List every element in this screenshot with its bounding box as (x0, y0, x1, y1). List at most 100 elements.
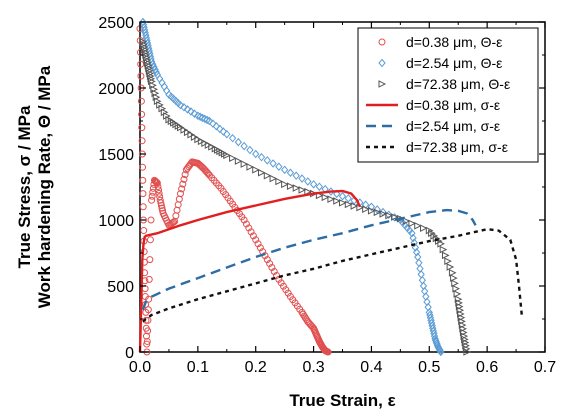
data-point (140, 227, 148, 235)
series-3-line (138, 189, 361, 353)
data-point (139, 40, 148, 49)
data-point (448, 268, 457, 277)
data-point (141, 48, 150, 57)
data-point (269, 174, 278, 183)
data-point (301, 314, 309, 322)
data-point (196, 112, 204, 122)
data-point (373, 208, 382, 217)
data-point (246, 163, 255, 171)
x-tick-label: 0.1 (187, 359, 209, 376)
data-point (172, 212, 180, 220)
data-point (338, 191, 347, 201)
data-point (228, 133, 237, 143)
data-point (292, 171, 300, 180)
x-tick-label: 0.6 (476, 359, 498, 376)
data-point (240, 160, 249, 168)
data-point (179, 180, 187, 188)
data-point (298, 174, 306, 183)
data-point (145, 295, 153, 303)
y-tick-label: 2500 (98, 15, 134, 32)
data-point (143, 337, 151, 345)
data-point (198, 163, 206, 171)
data-point (451, 279, 459, 288)
data-point (292, 184, 301, 192)
series-0-points (136, 25, 332, 356)
data-point (416, 264, 424, 273)
data-point (299, 310, 307, 318)
data-point (144, 306, 152, 314)
data-point (275, 177, 283, 186)
data-point (181, 171, 189, 179)
data-point (137, 60, 145, 68)
data-point (414, 221, 422, 230)
data-point (256, 244, 264, 252)
data-point (350, 202, 359, 210)
data-point (187, 107, 195, 116)
legend-label: d=0.38 μm, Θ-ε (406, 34, 502, 50)
data-point (146, 72, 155, 80)
series-4-line (141, 208, 477, 311)
y-axis-title-stress: True Stress, σ / MPa (15, 105, 34, 268)
data-point (201, 114, 209, 124)
data-point (154, 182, 162, 190)
data-point (300, 312, 308, 320)
data-point (258, 168, 266, 177)
data-point (321, 193, 330, 202)
data-point (149, 188, 157, 196)
y-tick-label: 1500 (98, 147, 134, 164)
data-point (257, 152, 266, 162)
legend: d=0.38 μm, Θ-ε d=2.54 μm, Θ-ε d=72.38 μm, … (357, 27, 539, 163)
data-point (146, 69, 154, 78)
data-point (183, 105, 192, 114)
data-point (145, 67, 154, 75)
data-point (254, 240, 262, 248)
data-point (216, 124, 224, 134)
series-2-points (139, 37, 472, 356)
data-point (176, 100, 185, 110)
x-axis-title: True Strain, ε (289, 391, 395, 410)
data-point (247, 228, 255, 236)
data-point (286, 182, 295, 191)
data-point (152, 67, 160, 77)
x-tick-label: 0.0 (129, 359, 151, 376)
data-point (139, 163, 147, 171)
data-point (339, 199, 347, 207)
data-point (139, 190, 147, 198)
data-point (143, 340, 151, 348)
data-point (204, 170, 212, 178)
data-point (203, 115, 211, 125)
data-point (408, 219, 417, 228)
data-point (158, 204, 166, 212)
data-point (304, 187, 312, 196)
legend-label: d=72.38 μm, σ-ε (406, 139, 508, 155)
data-point (324, 348, 332, 356)
y-tick-label: 500 (107, 279, 134, 296)
legend-label: d=2.54 μm, Θ-ε (406, 55, 502, 71)
data-point (178, 185, 186, 193)
data-point (139, 203, 147, 211)
data-point (205, 116, 214, 126)
data-point (155, 189, 163, 197)
data-point (219, 127, 227, 136)
data-point (344, 200, 353, 209)
data-point (367, 202, 376, 212)
data-point (144, 59, 152, 67)
data-point (439, 245, 448, 254)
data-point (273, 271, 281, 279)
data-point (147, 216, 155, 224)
y-tick-label: 1000 (98, 213, 134, 230)
data-point (151, 65, 159, 74)
x-tick-label: 0.4 (360, 359, 382, 376)
data-point (410, 238, 418, 247)
data-point (415, 258, 423, 268)
data-point (263, 156, 271, 165)
data-point (245, 224, 253, 232)
data-point (229, 154, 237, 163)
data-point (430, 331, 439, 341)
data-point (145, 275, 153, 283)
data-point (286, 168, 295, 178)
data-point (249, 232, 257, 240)
y-tick-label: 2000 (98, 81, 134, 98)
data-point (425, 226, 434, 235)
data-point (437, 239, 445, 248)
